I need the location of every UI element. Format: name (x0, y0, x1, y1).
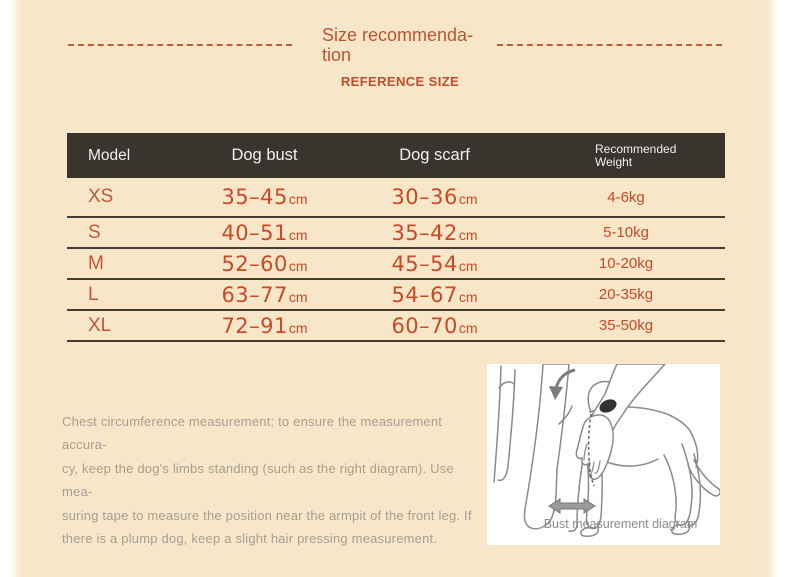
cell-weight: 4-6kg (607, 188, 645, 206)
bust-unit: cm (288, 257, 308, 274)
cell-bust: 40–51cm (187, 221, 342, 245)
page-title: Size recommenda- tion (322, 25, 502, 65)
cell-weight: 5-10kg (603, 224, 649, 241)
diagram-caption: Bust measurement diagram (543, 517, 698, 531)
bust-value: 40–51 (221, 220, 288, 245)
dog-measurement-illustration (493, 364, 720, 537)
table-row-s: S 40–51cm 35–42cm 5-10kg (67, 218, 725, 249)
note-line: suring tape to measure the position near… (62, 507, 472, 523)
scarf-unit: cm (458, 191, 478, 207)
cell-bust: 35–45cm (187, 185, 342, 209)
note-line: there is a plump dog, keep a slight hair… (62, 531, 438, 547)
bust-unit: cm (288, 319, 308, 336)
scarf-value: 54–67 (391, 282, 458, 307)
column-header-model: Model (88, 146, 131, 164)
bust-unit: cm (288, 191, 308, 207)
bust-value: 63–77 (221, 282, 288, 307)
curved-arrow-icon (549, 368, 576, 400)
measurement-note: Chest circumference measurement: to ensu… (62, 410, 472, 550)
cell-model: L (88, 283, 99, 305)
table-row-xl: XL 72–91cm 60–70cm 35-50kg (67, 311, 725, 342)
scarf-value: 45–54 (391, 251, 458, 276)
person-arm-and-hand (575, 364, 667, 480)
column-header-dog-bust: Dog bust (231, 146, 298, 164)
scarf-unit: cm (458, 257, 478, 274)
measuring-tape-line (587, 413, 595, 487)
column-header-weight-line1: Recommended (595, 141, 677, 156)
tape-roll (599, 399, 617, 413)
table-row-xs: XS 35–45cm 30–36cm 4-6kg (67, 178, 725, 218)
scarf-value: 30–36 (391, 185, 458, 209)
cell-weight: 20-35kg (598, 286, 654, 303)
cell-model: S (88, 221, 101, 243)
cell-scarf: 54–67cm (342, 283, 527, 307)
scarf-value: 60–70 (391, 313, 458, 338)
double-arrow-icon (548, 498, 596, 514)
reference-size-subtitle: REFERENCE SIZE (340, 74, 460, 89)
size-table: Model Dog bust Dog scarf Recommended Wei… (67, 133, 725, 342)
header-divider-left (68, 44, 292, 46)
cell-bust: 63–77cm (187, 283, 342, 307)
column-header-recommended-weight: Recommended Weight (527, 141, 725, 169)
column-header-weight-line2: Weight (595, 154, 633, 169)
bust-unit: cm (288, 288, 308, 305)
note-line: Chest circumference measurement: to ensu… (62, 414, 443, 453)
cell-model: XL (88, 314, 112, 336)
cell-scarf: 35–42cm (342, 221, 527, 245)
header-divider-right (497, 44, 722, 46)
person-leg (493, 364, 573, 530)
cell-model: XS (88, 186, 114, 207)
column-header-dog-scarf: Dog scarf (399, 146, 470, 164)
cell-model: M (88, 252, 104, 274)
cell-scarf: 60–70cm (342, 314, 527, 338)
page-title-line1: Size recommenda- (322, 25, 474, 45)
table-row-l: L 63–77cm 54–67cm 20-35kg (67, 280, 725, 311)
bust-unit: cm (288, 226, 308, 243)
cell-bust: 52–60cm (187, 252, 342, 276)
size-table-header: Model Dog bust Dog scarf Recommended Wei… (67, 133, 725, 178)
cell-weight: 10-20kg (598, 255, 654, 272)
cell-bust: 72–91cm (187, 314, 342, 338)
bust-value: 52–60 (221, 251, 288, 276)
page-title-line2: tion (322, 44, 352, 65)
cell-scarf: 30–36cm (342, 185, 527, 209)
table-row-m: M 52–60cm 45–54cm 10-20kg (67, 249, 725, 280)
scarf-unit: cm (458, 226, 478, 243)
cell-weight: 35-50kg (598, 317, 654, 334)
scarf-unit: cm (458, 288, 478, 305)
bust-value: 72–91 (221, 313, 288, 338)
bust-measurement-diagram: Bust measurement diagram (487, 364, 720, 545)
scarf-value: 35–42 (391, 220, 458, 245)
note-line: cy, keep the dog's limbs standing (such … (62, 460, 454, 500)
bust-value: 35–45 (221, 185, 288, 209)
scarf-unit: cm (458, 319, 478, 336)
cell-scarf: 45–54cm (342, 252, 527, 276)
